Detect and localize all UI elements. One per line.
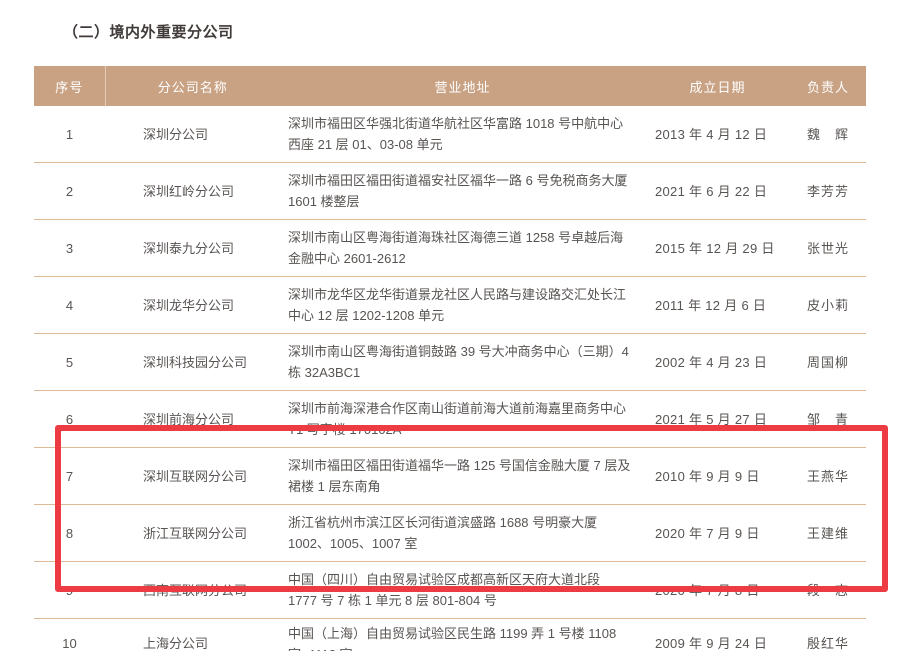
cell-name: 深圳红岭分公司 xyxy=(105,162,280,220)
cell-date: 2011 年 12 月 6 日 xyxy=(645,276,790,334)
cell-date: 2021 年 6 月 22 日 xyxy=(645,162,790,220)
cell-no: 9 xyxy=(34,561,105,619)
table-row: 5 深圳科技园分公司 深圳市南山区粤海街道铜鼓路 39 号大冲商务中心（三期）4… xyxy=(34,333,866,391)
cell-date: 2021 年 5 月 27 日 xyxy=(645,390,790,448)
cell-name: 深圳泰九分公司 xyxy=(105,219,280,277)
cell-no: 2 xyxy=(34,162,105,220)
column-header-address: 营业地址 xyxy=(280,66,645,106)
column-header-person: 负责人 xyxy=(790,66,866,106)
cell-person: 段 志 xyxy=(790,561,866,619)
cell-person: 邹 青 xyxy=(790,390,866,448)
cell-no: 7 xyxy=(34,447,105,505)
branch-table: 序号 分公司名称 营业地址 成立日期 负责人 1 深圳分公司 深圳市福田区华强北… xyxy=(34,66,866,651)
cell-address: 深圳市福田区福田街道福华一路 125 号国信金融大厦 7 层及裙楼 1 层东南角 xyxy=(280,447,645,505)
column-header-no: 序号 xyxy=(34,66,105,106)
cell-address: 中国（上海）自由贸易试验区民生路 1199 弄 1 号楼 1108 室 -111… xyxy=(280,618,645,651)
column-header-name: 分公司名称 xyxy=(104,66,280,106)
cell-address: 深圳市前海深港合作区南山街道前海大道前海嘉里商务中心 T1 写字楼 170102… xyxy=(280,390,645,448)
table-row: 2 深圳红岭分公司 深圳市福田区福田街道福安社区福华一路 6 号免税商务大厦 1… xyxy=(34,162,866,220)
cell-name: 深圳科技园分公司 xyxy=(105,333,280,391)
cell-person: 皮小莉 xyxy=(790,276,866,334)
cell-person: 张世光 xyxy=(790,219,866,277)
table-row: 3 深圳泰九分公司 深圳市南山区粤海街道海珠社区海德三道 1258 号卓越后海金… xyxy=(34,219,866,277)
table-row: 9 西南互联网分公司 中国（四川）自由贸易试验区成都高新区天府大道北段 1777… xyxy=(34,561,866,619)
table-row: 8 浙江互联网分公司 浙江省杭州市滨江区长河街道滨盛路 1688 号明豪大厦 1… xyxy=(34,504,866,562)
cell-name: 深圳分公司 xyxy=(105,106,280,163)
cell-no: 4 xyxy=(34,276,105,334)
table-header-row: 序号 分公司名称 营业地址 成立日期 负责人 xyxy=(34,66,866,106)
table-row: 6 深圳前海分公司 深圳市前海深港合作区南山街道前海大道前海嘉里商务中心 T1 … xyxy=(34,390,866,448)
cell-person: 王建维 xyxy=(790,504,866,562)
cell-name: 上海分公司 xyxy=(105,618,280,651)
cell-date: 2013 年 4 月 12 日 xyxy=(645,106,790,163)
cell-person: 周国柳 xyxy=(790,333,866,391)
cell-address: 深圳市龙华区龙华街道景龙社区人民路与建设路交汇处长江中心 12 层 1202-1… xyxy=(280,276,645,334)
cell-name: 西南互联网分公司 xyxy=(105,561,280,619)
cell-no: 8 xyxy=(34,504,105,562)
cell-date: 2002 年 4 月 23 日 xyxy=(645,333,790,391)
cell-address: 浙江省杭州市滨江区长河街道滨盛路 1688 号明豪大厦 1002、1005、10… xyxy=(280,504,645,562)
cell-address: 深圳市南山区粤海街道铜鼓路 39 号大冲商务中心（三期）4 栋 32A3BC1 xyxy=(280,333,645,391)
cell-date: 2020 年 7 月 9 日 xyxy=(645,504,790,562)
section-title: （二）境内外重要分公司 xyxy=(63,24,234,41)
cell-no: 5 xyxy=(34,333,105,391)
cell-address: 中国（四川）自由贸易试验区成都高新区天府大道北段 1777 号 7 栋 1 单元… xyxy=(280,561,645,619)
cell-person: 王燕华 xyxy=(790,447,866,505)
cell-no: 10 xyxy=(34,618,105,651)
cell-address: 深圳市福田区福田街道福安社区福华一路 6 号免税商务大厦 1601 楼整层 xyxy=(280,162,645,220)
cell-date: 2009 年 9 月 24 日 xyxy=(645,618,790,651)
table-row: 4 深圳龙华分公司 深圳市龙华区龙华街道景龙社区人民路与建设路交汇处长江中心 1… xyxy=(34,276,866,334)
cell-date: 2015 年 12 月 29 日 xyxy=(645,219,790,277)
cell-date: 2020 年 7 月 8 日 xyxy=(645,561,790,619)
cell-person: 魏 辉 xyxy=(790,106,866,163)
table-row: 10 上海分公司 中国（上海）自由贸易试验区民生路 1199 弄 1 号楼 11… xyxy=(34,618,866,651)
cell-no: 1 xyxy=(34,106,105,163)
table-row: 7 深圳互联网分公司 深圳市福田区福田街道福华一路 125 号国信金融大厦 7 … xyxy=(34,447,866,505)
cell-date: 2010 年 9 月 9 日 xyxy=(645,447,790,505)
cell-address: 深圳市福田区华强北街道华航社区华富路 1018 号中航中心西座 21 层 01、… xyxy=(280,106,645,163)
cell-name: 深圳互联网分公司 xyxy=(105,447,280,505)
table-body: 1 深圳分公司 深圳市福田区华强北街道华航社区华富路 1018 号中航中心西座 … xyxy=(34,106,866,651)
cell-name: 深圳龙华分公司 xyxy=(105,276,280,334)
cell-person: 殷红华 xyxy=(790,618,866,651)
cell-no: 3 xyxy=(34,219,105,277)
cell-name: 深圳前海分公司 xyxy=(105,390,280,448)
table-row: 1 深圳分公司 深圳市福田区华强北街道华航社区华富路 1018 号中航中心西座 … xyxy=(34,106,866,163)
column-header-date: 成立日期 xyxy=(645,66,790,106)
cell-name: 浙江互联网分公司 xyxy=(105,504,280,562)
cell-no: 6 xyxy=(34,390,105,448)
cell-person: 李芳芳 xyxy=(790,162,866,220)
cell-address: 深圳市南山区粤海街道海珠社区海德三道 1258 号卓越后海金融中心 2601-2… xyxy=(280,219,645,277)
